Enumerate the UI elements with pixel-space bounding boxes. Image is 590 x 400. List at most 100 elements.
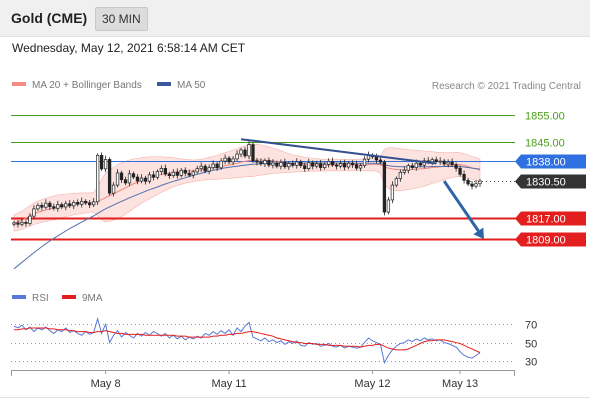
candle [72,200,76,210]
candle [183,167,187,177]
candle [390,181,395,204]
svg-text:1830.50: 1830.50 [526,177,566,189]
level-tag-1838.00: 1838.00 [515,154,586,169]
candle [303,162,307,172]
timeframe-button[interactable]: 30 MIN [95,7,148,31]
candle [299,159,303,168]
candle [16,219,20,228]
candle [163,164,167,177]
candle [450,158,454,167]
candle [44,199,48,210]
candle [330,157,335,168]
candle [315,160,319,169]
candle [199,162,203,172]
candle [410,162,414,170]
candle [40,202,44,211]
candle [171,169,175,178]
candle [334,162,339,170]
candle [139,174,144,184]
candle [56,200,60,212]
candle [382,159,387,216]
candle [283,158,287,169]
candle [291,160,295,168]
candle [470,181,474,190]
candle [195,165,199,175]
projection-arrowhead [473,227,484,240]
candle [263,158,267,168]
candle [147,171,152,184]
candle [203,164,207,174]
rsi-level-label-30: 30 [525,357,537,369]
bollinger-swatch [12,82,26,87]
candle [394,176,399,188]
candle [103,155,108,173]
candle [338,160,343,169]
candle [111,182,116,197]
credit-text: Research © 2021 Trading Central [431,81,581,92]
instrument-title: Gold (CME) [11,10,88,26]
bollinger-label: MA 20 + Bollinger Bands [32,80,142,91]
candle [107,157,112,196]
level-label-1855.00: 1855.00 [525,111,565,123]
x-tick-label: May 12 [354,378,390,390]
candle [135,174,140,185]
candle [123,176,128,186]
candle [267,157,271,168]
rsi-swatch [12,295,26,300]
candle [227,155,231,165]
ma20-line [13,159,481,224]
candle [255,157,259,166]
candle [64,200,68,211]
candle [259,158,263,166]
candle [271,159,275,169]
rsi-level-label-70: 70 [525,320,537,332]
candle [342,159,347,171]
candle [88,199,92,209]
candle [36,203,40,212]
rsi-ma9-line [14,327,481,354]
candle [346,161,351,170]
projection-arrow [442,180,480,232]
candle [175,168,179,179]
candle [131,171,136,180]
candle [275,160,279,169]
candle [159,165,164,175]
candle [32,205,36,220]
candle [478,178,482,187]
rsi-label: RSI [32,293,49,304]
candle [243,147,247,159]
candle [350,160,355,168]
candle [398,169,402,182]
candle [211,160,215,170]
candle [191,169,195,179]
candle [84,199,88,206]
ma50-label: MA 50 [177,80,206,91]
candle [95,153,100,206]
candle [251,142,255,163]
candle [52,203,56,211]
candle [155,169,160,180]
candle [60,202,64,210]
level-tag-1830.50: 1830.50 [515,174,586,189]
candle [235,150,239,162]
level-label-1845.00: 1845.00 [525,138,565,150]
candle [231,155,235,166]
candle [454,162,458,172]
candle [354,160,359,171]
candle [319,159,323,171]
candle [462,170,466,184]
candle [402,166,406,175]
candle [119,170,124,183]
candle [80,197,84,208]
x-tick-label: May 11 [211,378,246,390]
candle [151,171,156,181]
candle [76,199,80,207]
candle [287,161,291,170]
candle [442,158,446,167]
candle [167,171,171,179]
candle [327,158,331,168]
ma9-label: 9MA [82,293,103,304]
candle [446,159,450,168]
candle [187,169,191,178]
